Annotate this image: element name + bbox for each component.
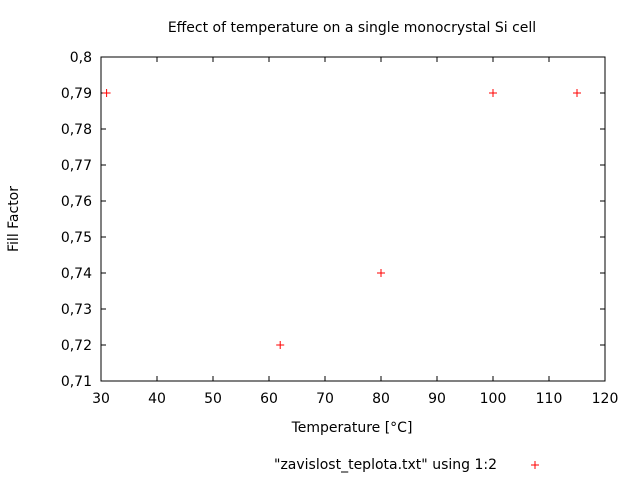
y-tick-label: 0,74 <box>61 266 92 282</box>
x-tick-label: 50 <box>204 391 222 407</box>
x-tick-label: 90 <box>428 391 446 407</box>
y-tick-label: 0,73 <box>61 302 92 318</box>
y-tick-label: 0,78 <box>61 122 92 138</box>
data-points <box>102 89 581 349</box>
x-tick-label: 60 <box>260 391 278 407</box>
legend-plus-icon <box>531 461 539 469</box>
x-tick-label: 100 <box>480 391 507 407</box>
axes <box>100 56 606 382</box>
y-tick-label: 0,77 <box>61 158 92 174</box>
y-axis-label: Fill Factor <box>6 186 22 252</box>
y-tick-label: 0,72 <box>61 338 92 354</box>
x-ticks: 30 40 50 60 70 80 90 100 110 120 <box>92 57 618 407</box>
x-tick-label: 110 <box>536 391 563 407</box>
plot-border <box>100 56 606 382</box>
x-tick-label: 70 <box>316 391 334 407</box>
data-point <box>102 89 111 97</box>
x-tick-label: 120 <box>592 391 619 407</box>
y-ticks: 0,71 0,72 0,73 0,74 0,75 0,76 0,77 0,78 0,79 0,8 <box>61 50 605 390</box>
legend-marker <box>531 461 539 469</box>
data-point <box>276 341 285 349</box>
x-tick-label: 30 <box>92 391 110 407</box>
data-point <box>489 89 497 97</box>
y-tick-label: 0,79 <box>61 86 92 102</box>
y-tick-label: 0,76 <box>61 194 92 210</box>
y-tick-label: 0,75 <box>61 230 92 246</box>
data-point <box>573 89 581 97</box>
legend: "zavislost_teplota.txt" using 1:2 <box>274 457 539 473</box>
x-tick-label: 40 <box>148 391 166 407</box>
x-axis-label: Temperature [°C] <box>291 420 413 436</box>
y-tick-label: 0,8 <box>70 50 92 66</box>
x-tick-label: 80 <box>372 391 390 407</box>
data-point <box>377 269 385 277</box>
chart-title: Effect of temperature on a single monocr… <box>168 20 536 36</box>
legend-label: "zavislost_teplota.txt" using 1:2 <box>274 457 497 473</box>
y-tick-label: 0,71 <box>61 374 92 390</box>
